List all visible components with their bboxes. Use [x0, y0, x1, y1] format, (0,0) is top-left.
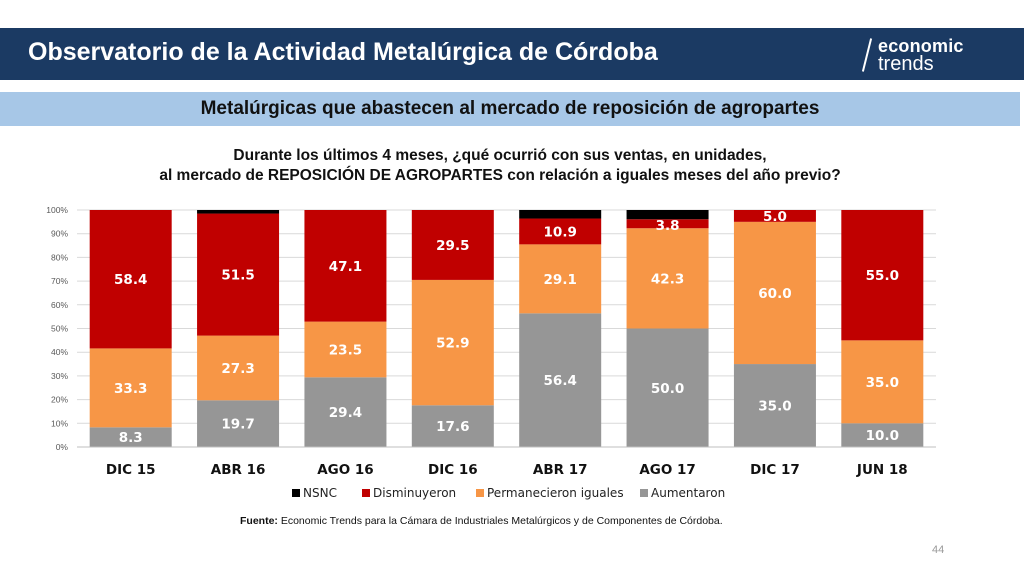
bar-segment — [626, 228, 709, 329]
legend-swatch — [476, 489, 484, 497]
subtitle-bar: Metalúrgicas que abastecen al mercado de… — [0, 92, 1020, 126]
data-label: 33.3 — [114, 381, 147, 397]
bar-segment — [197, 213, 280, 336]
bar-segment — [411, 405, 494, 447]
bar-segment — [519, 313, 602, 447]
bar-segment — [626, 219, 709, 229]
legend-label: Disminuyeron — [373, 486, 456, 500]
y-tick-label: 90% — [51, 229, 68, 239]
data-label: 19.7 — [221, 417, 254, 433]
x-tick-label: ABR 16 — [211, 462, 266, 478]
bar-segment — [89, 348, 172, 428]
bar-segment — [89, 210, 172, 349]
chart-question: Durante los últimos 4 meses, ¿qué ocurri… — [0, 146, 1000, 186]
x-tick-label: DIC 16 — [428, 462, 478, 478]
bar-segment — [89, 427, 172, 447]
subtitle-text: Metalúrgicas que abastecen al mercado de… — [200, 98, 820, 119]
bar-segment — [304, 210, 387, 322]
bar-segment — [626, 210, 709, 220]
bar-segment — [841, 423, 924, 447]
legend-label: Permanecieron iguales — [487, 486, 624, 500]
bar-segment — [519, 244, 602, 314]
bar-segment — [197, 400, 280, 447]
question-line1: Durante los últimos 4 meses, ¿qué ocurri… — [233, 147, 767, 164]
bar-segment — [304, 321, 387, 378]
data-label: 29.5 — [436, 238, 469, 254]
logo-line2: trends — [878, 53, 934, 75]
y-tick-label: 60% — [51, 300, 68, 310]
data-label: 58.4 — [114, 272, 147, 288]
page-number: 44 — [932, 544, 945, 556]
y-tick-label: 100% — [46, 205, 68, 215]
x-tick-label: DIC 15 — [106, 462, 156, 478]
header-bar: Observatorio de la Actividad Metalúrgica… — [0, 28, 1024, 80]
data-label: 3.8 — [656, 218, 680, 234]
logo-line1: economic — [878, 36, 964, 56]
data-label: 27.3 — [221, 361, 254, 377]
data-label: 8.3 — [119, 430, 143, 446]
legend-swatch — [292, 489, 300, 497]
legend-swatch — [362, 489, 370, 497]
page-title: Observatorio de la Actividad Metalúrgica… — [28, 38, 658, 66]
data-label: 56.4 — [544, 373, 577, 389]
bar-segment — [519, 210, 602, 219]
x-tick-label: AGO 16 — [317, 462, 374, 478]
question-line2: al mercado de REPOSICIÓN DE AGROPARTES c… — [159, 167, 841, 184]
bar-segment — [197, 335, 280, 401]
legend-label: Aumentaron — [651, 486, 725, 500]
source-note: Fuente: Economic Trends para la Cámara d… — [240, 515, 723, 527]
x-tick-label: ABR 17 — [533, 462, 588, 478]
bar-segment — [733, 221, 816, 365]
data-label: 29.1 — [544, 272, 577, 288]
data-label: 23.5 — [329, 342, 362, 358]
data-label: 5.0 — [763, 209, 787, 225]
legend-label: NSNC — [303, 486, 337, 500]
bar-segment — [733, 210, 816, 222]
y-tick-label: 30% — [51, 371, 68, 381]
y-tick-label: 10% — [51, 418, 68, 428]
legend-swatch — [640, 489, 648, 497]
bar-segment — [411, 210, 494, 280]
data-label: 17.6 — [436, 419, 469, 435]
y-tick-label: 40% — [51, 347, 68, 357]
data-label: 47.1 — [329, 259, 362, 275]
y-tick-label: 20% — [51, 395, 68, 405]
x-tick-label: JUN 18 — [856, 462, 908, 478]
data-label: 51.5 — [221, 268, 254, 284]
source-text: Economic Trends para la Cámara de Indust… — [277, 515, 723, 527]
data-label: 60.0 — [758, 286, 791, 302]
data-label: 42.3 — [651, 271, 684, 287]
source-label: Fuente: — [240, 515, 278, 527]
y-tick-label: 50% — [51, 324, 68, 334]
data-label: 35.0 — [866, 375, 899, 391]
bar-segment — [304, 377, 387, 447]
data-label: 35.0 — [758, 399, 791, 415]
data-label: 52.9 — [436, 336, 469, 352]
data-label: 55.0 — [866, 268, 899, 284]
bar-segment — [411, 279, 494, 406]
economic-trends-logo: economic trends — [860, 34, 1000, 76]
data-label: 10.9 — [544, 224, 577, 240]
bar-segment — [841, 340, 924, 424]
y-tick-label: 0% — [56, 442, 69, 452]
data-label: 50.0 — [651, 381, 684, 397]
y-tick-label: 80% — [51, 252, 68, 262]
data-label: 10.0 — [866, 428, 899, 444]
bar-segment — [197, 210, 280, 214]
x-tick-label: AGO 17 — [639, 462, 696, 478]
y-tick-label: 70% — [51, 276, 68, 286]
bar-segment — [841, 210, 924, 341]
bar-segment — [519, 218, 602, 245]
data-label: 29.4 — [329, 405, 362, 421]
bar-segment — [626, 328, 709, 447]
bar-segment — [733, 364, 816, 447]
x-tick-label: DIC 17 — [750, 462, 800, 478]
